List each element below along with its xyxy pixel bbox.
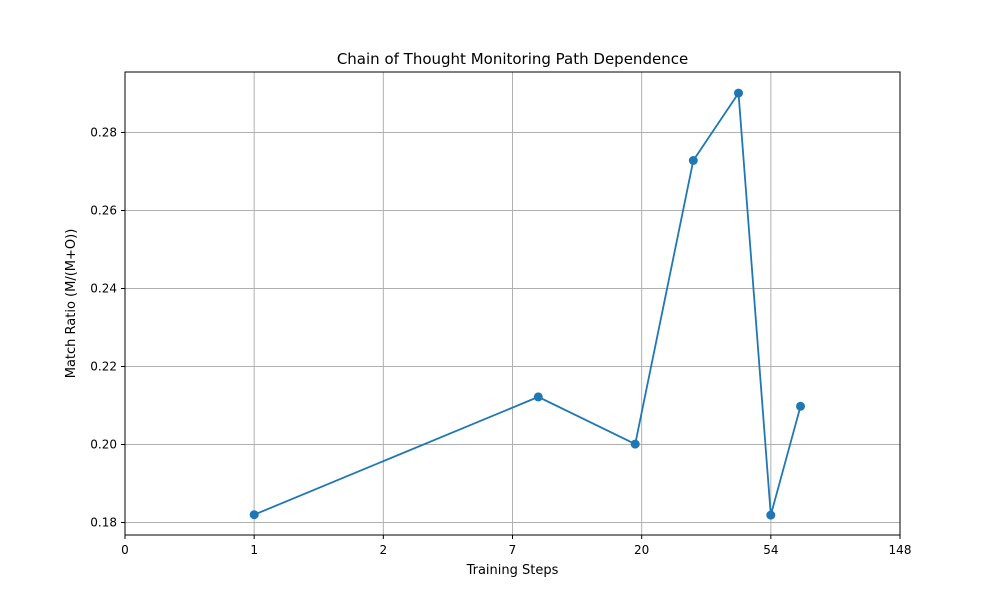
data-point <box>766 510 776 520</box>
chart-title: Chain of Thought Monitoring Path Depende… <box>337 50 688 68</box>
x-axis-label: Training Steps <box>466 563 559 578</box>
y-tick-label: 0.26 <box>90 203 117 217</box>
y-tick-label: 0.20 <box>90 438 117 452</box>
series-line <box>253 90 802 516</box>
data-point <box>533 392 543 402</box>
x-tick-label: 20 <box>634 543 649 557</box>
plot-frame <box>124 71 901 536</box>
x-tick-label: 2 <box>380 543 388 557</box>
data-point <box>688 156 698 165</box>
x-tick-label: 7 <box>509 543 517 557</box>
y-axis: 0.18 0.20 0.22 0.24 0.26 0.28 <box>90 125 125 530</box>
y-axis-label: Match Ratio (M/(M+O)) <box>64 229 79 379</box>
x-tick-label: 0 <box>121 543 129 557</box>
data-point <box>249 510 259 520</box>
data-point <box>796 401 805 411</box>
series-layer <box>249 88 805 520</box>
grid <box>124 72 901 535</box>
y-tick-label: 0.28 <box>90 125 117 139</box>
y-tick-label: 0.18 <box>90 516 117 530</box>
data-point <box>734 88 743 98</box>
data-point <box>630 439 640 449</box>
x-tick-label: 1 <box>250 543 258 557</box>
y-tick-label: 0.24 <box>90 281 117 295</box>
x-axis: 0 1 2 7 20 54 148 <box>121 535 911 557</box>
x-tick-label: 148 <box>889 543 912 557</box>
y-tick-label: 0.22 <box>90 359 117 373</box>
x-tick-label: 54 <box>763 543 778 557</box>
